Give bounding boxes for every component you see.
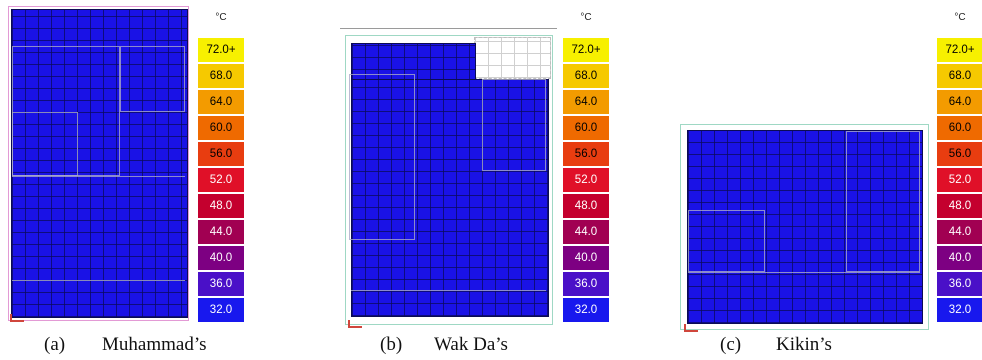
legend-swatch: 68.0 [563,64,609,88]
legend-unit: °C [954,12,966,23]
panel-a-temperature-map [11,9,188,318]
legend-swatch: 36.0 [198,272,244,296]
panel-c-room-1 [688,210,765,272]
caption-c-letter: (c) [720,334,742,355]
panel-b-frame [345,35,553,325]
legend-swatch: 72.0+ [937,38,982,62]
legend-unit: °C [215,12,227,23]
panel-a-room-2 [120,46,185,112]
panel-a-frame [8,6,189,321]
panel-b-top-line [340,28,557,29]
panel-a-room-3 [12,112,78,176]
panel-c-frame [680,124,929,330]
legend-swatch: 32.0 [563,298,609,322]
legend-swatch: 60.0 [937,116,982,140]
legend-swatch: 44.0 [563,220,609,244]
legend-swatch: 32.0 [198,298,244,322]
panel-b-wall-line [351,290,546,291]
legend-swatch: 52.0 [198,168,244,192]
legend-swatch: 56.0 [198,142,244,166]
legend-swatch: 64.0 [563,90,609,114]
legend-swatch: 44.0 [198,220,244,244]
panel-a-axis-marker [10,314,24,322]
panel-b-unheated-area [474,37,551,79]
legend-swatch: 60.0 [563,116,609,140]
legend-swatch: 44.0 [937,220,982,244]
legend-swatch: 68.0 [198,64,244,88]
legend-swatch: 60.0 [198,116,244,140]
legend-swatch: 36.0 [563,272,609,296]
caption-c-name: Kikin’s [776,334,832,355]
legend-swatch: 32.0 [937,298,982,322]
panel-c-temperature-map [687,130,923,324]
legend-swatch: 72.0+ [563,38,609,62]
legend-swatch: 72.0+ [198,38,244,62]
legend-swatch: 40.0 [198,246,244,270]
legend-swatch: 48.0 [198,194,244,218]
panel-b-room-2 [482,79,546,171]
panel-c-axis-marker [684,324,698,332]
caption-a-letter: (a) [44,334,66,355]
legend-swatch: 64.0 [198,90,244,114]
panel-c-wall-line [688,272,920,273]
panel-b-room-1 [349,74,415,240]
caption-b-name: Wak Da’s [434,334,508,355]
legend-swatch: 48.0 [563,194,609,218]
panel-a-wall-line [12,176,185,177]
legend-swatch: 56.0 [937,142,982,166]
caption-a-name: Muhammad’s [102,334,207,355]
legend-unit: °C [580,12,592,23]
caption-b-letter: (b) [380,334,403,355]
panel-a-wall-line-2 [12,280,185,281]
panel-c-room-2 [846,131,920,272]
panel-b-temperature-map-lower [351,79,549,317]
legend-swatch: 40.0 [937,246,982,270]
panel-b-axis-marker [348,320,362,328]
legend-swatch: 36.0 [937,272,982,296]
legend-swatch: 40.0 [563,246,609,270]
panel-b-temperature-map-upper [351,43,476,82]
legend-swatch: 52.0 [563,168,609,192]
legend-swatch: 52.0 [937,168,982,192]
legend-swatch: 48.0 [937,194,982,218]
legend-swatch: 68.0 [937,64,982,88]
legend-swatch: 56.0 [563,142,609,166]
legend-swatch: 64.0 [937,90,982,114]
